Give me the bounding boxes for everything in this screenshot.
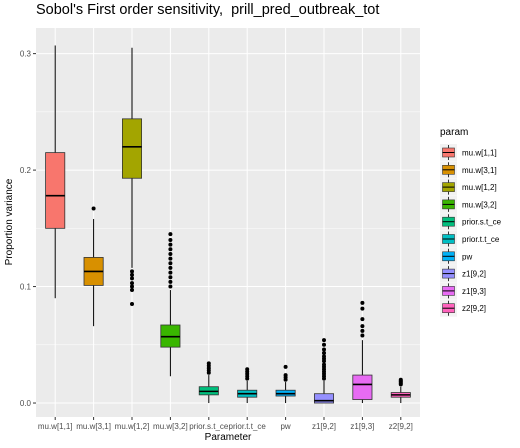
box-mu-w-3-1 [83,206,104,327]
boxes [45,45,411,404]
legend-label: prior.t.t_ce [462,235,500,244]
legend-label: mu.w[1,1] [462,149,497,158]
outlier-point [130,302,134,307]
outlier-point [360,328,365,333]
x-tick-label: mu.w[1,2] [115,422,150,431]
box-prior-s-t-ce [198,361,219,404]
outlier-point [130,288,134,293]
grid-minor [36,111,420,346]
outlier-point [91,206,96,211]
y-tick-label: 0.2 [20,166,32,175]
y-tick-label: 0.1 [20,283,32,292]
legend-key: pw [440,247,472,265]
x-tick-label: mu.w[1,1] [38,422,73,431]
legend-key: z2[9,2] [440,299,486,317]
legend-label: mu.w[3,1] [462,166,497,175]
outlier-point [360,333,365,338]
outlier-point [168,270,173,275]
outlier-point [168,232,173,237]
outlier-point [245,367,250,372]
outlier-point [206,361,211,366]
outlier-point [168,275,173,280]
legend-key: z1[9,2] [440,265,486,283]
outlier-point [130,272,134,277]
box-body [352,374,373,400]
legend-key: z1[9,3] [440,282,486,300]
legend-key: prior.s.t_ce [440,213,502,231]
legend-key: mu.w[3,2] [440,195,497,213]
outlier-point [168,265,173,270]
box-mu-w-1-1 [45,45,66,299]
outlier-point [322,338,326,343]
box-mu-w-1-2 [122,47,143,307]
legend-label: z1[9,3] [462,287,486,296]
box-body [45,152,66,229]
outlier-point [360,317,365,322]
outlier-point [322,347,326,352]
legend-label: pw [462,252,472,261]
outlier-point [130,269,134,274]
x-tick-label: z1[9,2] [312,422,336,431]
x-tick-label: prior.s.t_ce [189,422,229,431]
outlier-point [130,281,134,286]
outlier-point [283,364,288,369]
box-mu-w-3-2 [160,232,181,377]
box-pw [275,364,296,404]
outlier-point [398,377,403,382]
outlier-point [322,354,326,359]
legend-title: param [440,127,468,138]
legend-label: mu.w[3,2] [462,200,497,209]
outlier-point [322,350,326,355]
box-body [122,118,143,179]
y-axis-title: Proportion variance [4,178,15,265]
x-axis: mu.w[1,1] mu.w[3,1] mu.w[1,2] mu.w[3,2] prio… [38,417,413,431]
legend-key: prior.t.t_ce [440,230,500,248]
outlier-point [322,362,326,367]
outlier-point [168,256,173,261]
y-tick-label: 0.3 [20,50,32,59]
y-axis: 0.0 0.1 0.2 0.3 [20,50,36,408]
outlier-point [168,279,173,284]
x-tick-label: prior.t.t_ce [229,422,267,431]
outlier-point [322,342,326,347]
outlier-point [168,261,173,266]
legend-label: prior.s.t_ce [462,218,502,227]
x-tick-label: pw [280,422,290,431]
x-axis-title: Parameter [205,432,252,443]
outlier-point [130,276,134,281]
legend-key: mu.w[1,1] [440,144,497,161]
x-tick-label: z1[9,3] [350,422,374,431]
legend: param mu.w[1,1] mu.w[3,1] mu.w[1,2] mu.w[3,… [440,127,502,317]
outlier-point [360,300,365,305]
y-tick-label: 0.0 [20,399,32,408]
box-body [313,393,334,404]
outlier-point [360,324,365,329]
outlier-point [168,251,173,256]
legend-label: z2[9,2] [462,304,486,313]
legend-label: mu.w[1,2] [462,183,497,192]
box-z1-9-2 [313,338,334,404]
outlier-point [168,237,173,242]
outlier-point [283,373,288,378]
box-z2-9-2 [390,377,411,404]
legend-key: mu.w[3,1] [440,161,497,179]
legend-label: z1[9,2] [462,270,486,279]
legend-key: mu.w[1,2] [440,178,497,196]
outlier-point [168,247,173,252]
outlier-point [168,284,173,289]
x-tick-label: mu.w[3,2] [153,422,188,431]
chart-title: Sobol's First order sensitivity, prill_p… [36,2,380,18]
outlier-point [130,284,134,289]
outlier-point [168,242,173,247]
plot-panel [36,28,420,417]
box-z1-9-3 [352,300,373,404]
x-tick-label: mu.w[3,1] [76,422,111,431]
outlier-point [360,306,365,311]
box-prior-t-t-ce [237,367,258,404]
x-tick-label: z2[9,2] [389,422,413,431]
